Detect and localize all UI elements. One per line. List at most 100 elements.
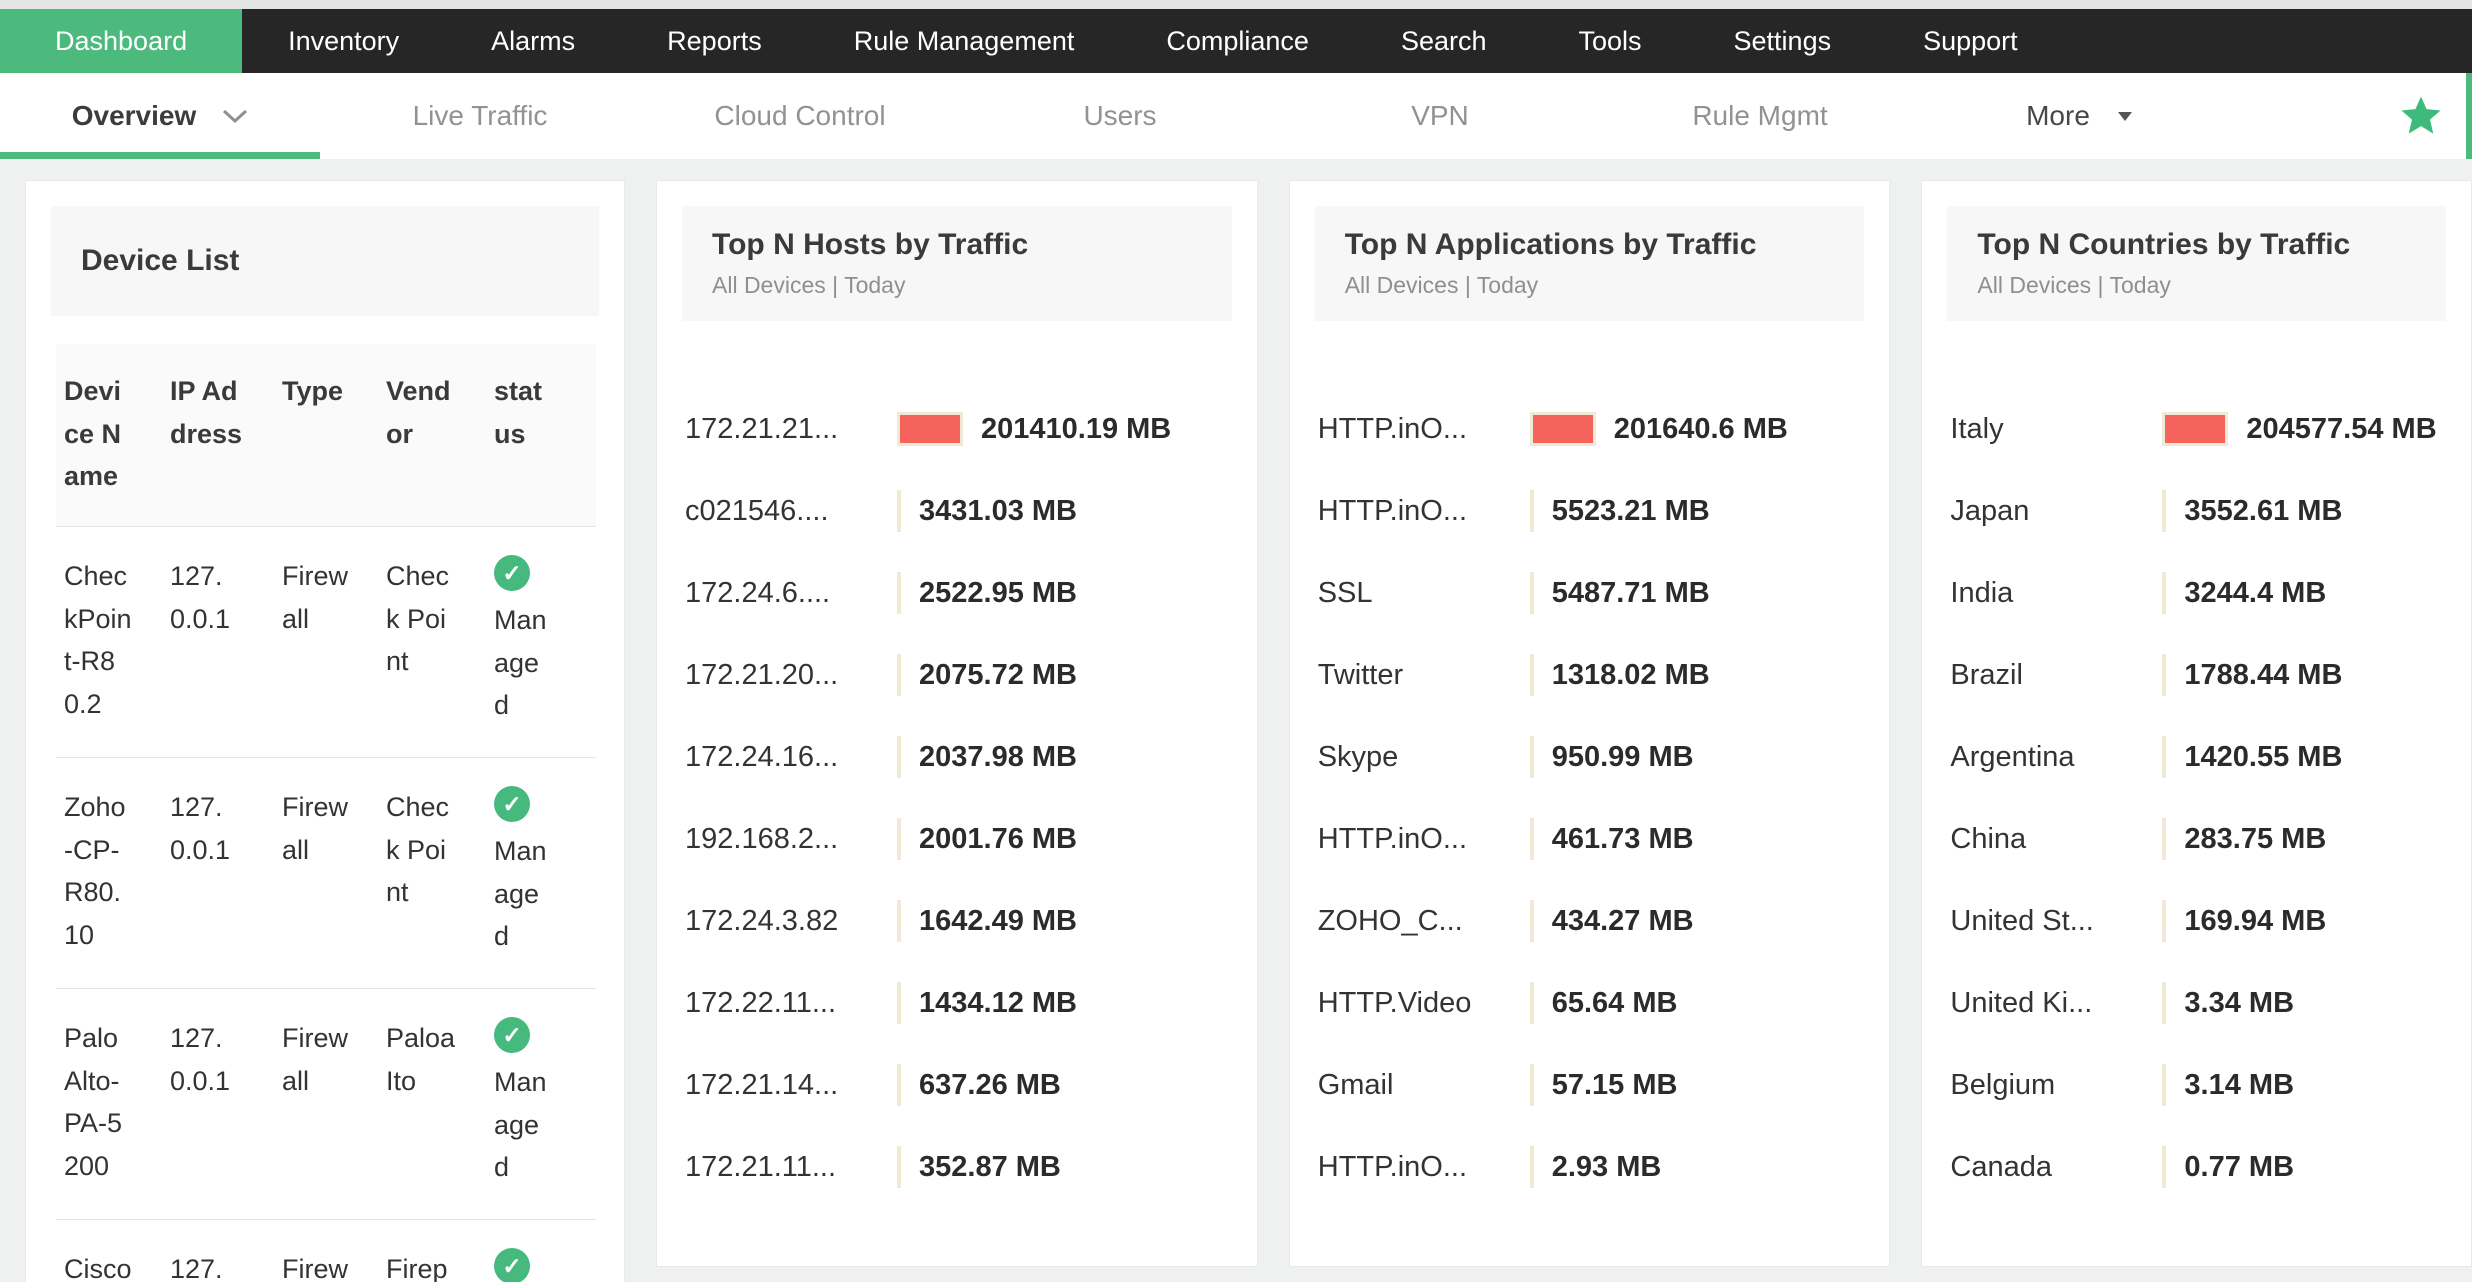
subnav-tab-label: VPN xyxy=(1411,100,1469,131)
check-circle-icon: ✓ xyxy=(494,1016,530,1053)
column-header-vendor: Vendor xyxy=(378,344,486,527)
bar-row-argentina[interactable]: Argentina 1420.55 MB xyxy=(1950,716,2471,798)
bar-category-label: 192.168.2... xyxy=(685,822,839,855)
bar-value-label: 1788.44 MB xyxy=(2184,658,2343,691)
bar-row-172-21-21[interactable]: 172.21.21... 201410.19 MB xyxy=(685,388,1257,470)
bar-value-label: 283.75 MB xyxy=(2184,822,2327,855)
bar-row-ssl[interactable]: SSL 5487.71 MB xyxy=(1318,552,1890,634)
horizontal-bar-chart: Italy 204577.54 MB Japan 3552.61 MB Indi… xyxy=(1922,346,2471,1208)
bar-row-172-24-6[interactable]: 172.24.6.... 2522.95 MB xyxy=(685,552,1257,634)
bar-row-united-st[interactable]: United St... 169.94 MB xyxy=(1950,880,2471,962)
bar xyxy=(2162,1064,2167,1106)
subnav-tab-vpn[interactable]: VPN xyxy=(1280,73,1600,159)
nav-tab-dashboard[interactable]: Dashboard xyxy=(0,9,243,73)
bar-category-label: 172.21.21... xyxy=(685,412,839,445)
nav-tab-settings[interactable]: Settings xyxy=(1733,25,1832,56)
bar-category-label: Skype xyxy=(1317,740,1399,773)
bar-row-canada[interactable]: Canada 0.77 MB xyxy=(1950,1126,2471,1208)
nav-tab-compliance[interactable]: Compliance xyxy=(1166,25,1309,56)
nav-tab-search[interactable]: Search xyxy=(1400,25,1487,56)
bar-row-c021546[interactable]: c021546.... 3431.03 MB xyxy=(685,470,1257,552)
chart-title: Top N Hosts by Traffic xyxy=(712,228,1029,261)
nav-tab-support[interactable]: Support xyxy=(1923,25,2018,56)
subnav-tab-live-traffic[interactable]: Live Traffic xyxy=(320,73,640,159)
favorite-star-icon[interactable] xyxy=(2398,93,2444,139)
bar-row-http-video[interactable]: HTTP.Video 65.64 MB xyxy=(1318,962,1890,1044)
bar-category-label: India xyxy=(1950,576,2014,609)
bar-row-http-ino[interactable]: HTTP.inO... 461.73 MB xyxy=(1318,798,1890,880)
check-circle-icon: ✓ xyxy=(494,554,530,591)
bar-row-172-21-20[interactable]: 172.21.20... 2075.72 MB xyxy=(685,634,1257,716)
cell-status: ✓ Managed xyxy=(486,525,596,758)
bar-row-http-ino[interactable]: HTTP.inO... 5523.21 MB xyxy=(1318,470,1890,552)
bar-value-label: 3244.4 MB xyxy=(2184,576,2327,609)
bar-row-india[interactable]: India 3244.4 MB xyxy=(1950,552,2471,634)
bar-row-http-ino[interactable]: HTTP.inO... 2.93 MB xyxy=(1318,1126,1890,1208)
bar-value-label: 5487.71 MB xyxy=(1551,576,1710,609)
dashboard-subnav: Overview Live Traffic Cloud Control Users VP… xyxy=(0,73,2472,159)
bar-value-label: 2075.72 MB xyxy=(919,658,1077,691)
subnav-tab-overview[interactable]: Overview xyxy=(0,73,320,159)
bar-category-label: 172.24.6.... xyxy=(685,576,831,609)
cell-vendor: PaloaIto xyxy=(378,987,486,1220)
bar xyxy=(1529,982,1534,1024)
subnav-tab-label: Rule Mgmt xyxy=(1692,100,1828,131)
nav-tab-rule-management[interactable]: Rule Management xyxy=(853,25,1075,56)
bar xyxy=(897,654,901,696)
subnav-tab-rule-mgmt[interactable]: Rule Mgmt xyxy=(1600,73,1920,159)
bar xyxy=(2162,982,2167,1024)
bar-row-brazil[interactable]: Brazil 1788.44 MB xyxy=(1950,634,2471,716)
bar-row-http-ino[interactable]: HTTP.inO... 201640.6 MB xyxy=(1318,388,1890,470)
subnav-edge-strip xyxy=(2466,73,2472,159)
bar-row-172-21-11[interactable]: 172.21.11... 352.87 MB xyxy=(685,1126,1257,1208)
bar xyxy=(2162,900,2167,942)
bar-value-label: 1420.55 MB xyxy=(2184,740,2343,773)
bar-row-belgium[interactable]: Belgium 3.14 MB xyxy=(1950,1044,2471,1126)
subnav-tab-users[interactable]: Users xyxy=(960,73,1280,159)
bar-value-label: 201640.6 MB xyxy=(1613,412,1788,445)
bar-row-172-24-3-82[interactable]: 172.24.3.82 1642.49 MB xyxy=(685,880,1257,962)
bar-row-china[interactable]: China 283.75 MB xyxy=(1950,798,2471,880)
bar-category-label: Canada xyxy=(1950,1150,2052,1183)
bar-value-label: 3.34 MB xyxy=(2184,986,2295,1019)
bar xyxy=(1529,412,1596,446)
bar-category-label: Gmail xyxy=(1317,1068,1394,1101)
primary-nav: Dashboard Inventory Alarms Reports Rule Mana… xyxy=(0,9,2472,73)
bar-row-172-22-11[interactable]: 172.22.11... 1434.12 MB xyxy=(685,962,1257,1044)
bar-row-united-ki[interactable]: United Ki... 3.34 MB xyxy=(1950,962,2471,1044)
bar-category-label: Belgium xyxy=(1950,1068,2056,1101)
bar-row-italy[interactable]: Italy 204577.54 MB xyxy=(1950,388,2471,470)
check-circle-icon: ✓ xyxy=(494,785,530,822)
bar-row-172-24-16[interactable]: 172.24.16... 2037.98 MB xyxy=(685,716,1257,798)
bar-category-label: Argentina xyxy=(1950,740,2075,773)
bar-category-label: HTTP.inO... xyxy=(1317,494,1468,527)
subnav-tab-cloud-control[interactable]: Cloud Control xyxy=(640,73,960,159)
bar-category-label: 172.24.16... xyxy=(685,740,839,773)
bar-row-japan[interactable]: Japan 3552.61 MB xyxy=(1950,470,2471,552)
bar xyxy=(897,412,963,446)
device-row-paloalto-pa-5200[interactable]: PaloAlto-PA-5200 127.0.0.1 Firewall PaloaIt… xyxy=(56,987,596,1220)
chevron-down-icon xyxy=(2116,110,2134,122)
status-badge: Managed xyxy=(494,604,547,721)
bar-row-172-21-14[interactable]: 172.21.14... 637.26 MB xyxy=(685,1044,1257,1126)
cell-ip: 127.0.0.1 xyxy=(162,756,274,989)
bar-row-skype[interactable]: Skype 950.99 MB xyxy=(1318,716,1890,798)
chart-subtitle: All Devices | Today xyxy=(1977,272,2171,298)
bar xyxy=(897,1146,901,1188)
nav-tab-alarms[interactable]: Alarms xyxy=(491,25,576,56)
active-tab-underline xyxy=(0,152,320,159)
panel-top-n-countries-by-traffic: Top N Countries by Traffic All Devices |… xyxy=(1921,180,2472,1267)
bar-row-gmail[interactable]: Gmail 57.15 MB xyxy=(1318,1044,1890,1126)
device-row-ciscofirepower-fmc[interactable]: CiscoFirepower-FMC127.0.0.1FirewallFirep… xyxy=(56,1218,596,1282)
device-row-checkpoint-r80-2[interactable]: CheckPoint-R80.2 127.0.0.1 Firewall Check P… xyxy=(56,525,596,758)
bar-row-twitter[interactable]: Twitter 1318.02 MB xyxy=(1318,634,1890,716)
nav-tab-tools[interactable]: Tools xyxy=(1578,25,1642,56)
nav-tab-reports[interactable]: Reports xyxy=(667,25,762,56)
subnav-tab-more[interactable]: More xyxy=(1920,73,2240,159)
bar-row-zoho-c[interactable]: ZOHO_C... 434.27 MB xyxy=(1318,880,1890,962)
bar-value-label: 2.93 MB xyxy=(1551,1150,1662,1183)
nav-tab-inventory[interactable]: Inventory xyxy=(288,25,400,56)
bar-row-192-168-2[interactable]: 192.168.2... 2001.76 MB xyxy=(685,798,1257,880)
browser-chrome-strip xyxy=(0,0,2472,9)
device-row-zoho-cp-r80-10[interactable]: Zoho-CP-R80.10 127.0.0.1 Firewall Check Poi… xyxy=(56,756,596,989)
